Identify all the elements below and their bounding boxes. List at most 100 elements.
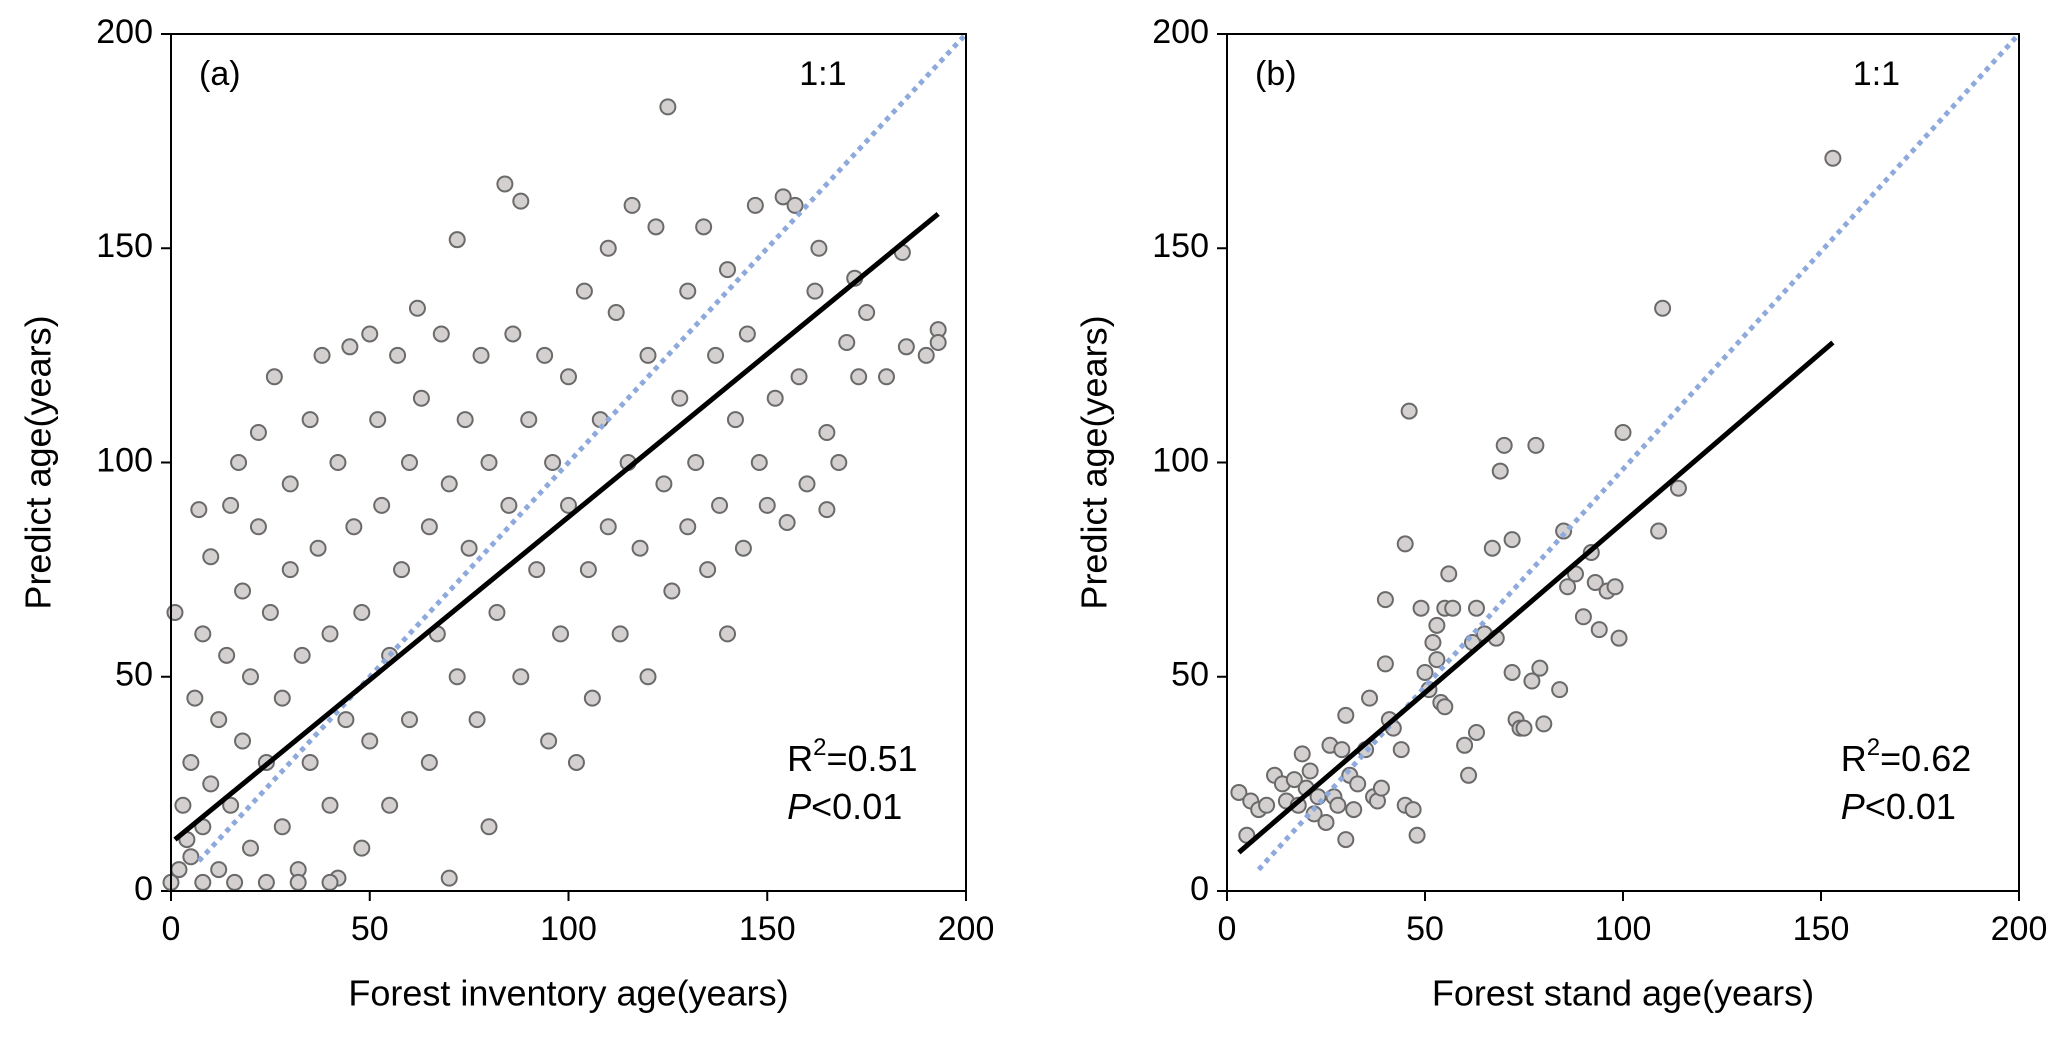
point — [663, 582, 681, 600]
point — [639, 346, 657, 364]
point — [1258, 796, 1276, 814]
p-value: <0.01 — [811, 786, 902, 827]
point — [420, 518, 438, 536]
point — [345, 518, 363, 536]
point — [719, 261, 736, 279]
p-annotation: P<0.01 — [1841, 786, 1956, 827]
point — [1824, 149, 1842, 167]
point — [420, 753, 438, 771]
point — [1392, 741, 1410, 759]
point — [512, 192, 530, 210]
point — [607, 304, 625, 322]
point — [1503, 531, 1521, 549]
point — [567, 753, 585, 771]
point — [1460, 766, 1478, 784]
point — [202, 775, 220, 793]
point — [719, 625, 736, 643]
point — [242, 839, 259, 857]
point — [1412, 599, 1430, 617]
point — [647, 218, 665, 236]
point — [257, 873, 275, 891]
point — [1483, 539, 1501, 557]
point — [1551, 681, 1569, 699]
point — [639, 668, 657, 686]
point — [806, 282, 824, 300]
point — [313, 346, 331, 364]
point — [1337, 706, 1355, 724]
point — [897, 338, 915, 356]
point — [774, 188, 792, 206]
point — [1491, 462, 1509, 480]
point — [194, 625, 212, 643]
point — [222, 796, 240, 814]
point — [393, 561, 411, 579]
point — [301, 411, 319, 429]
point — [1440, 565, 1458, 583]
point — [218, 646, 236, 664]
point — [174, 796, 192, 814]
point — [611, 625, 629, 643]
point — [401, 711, 418, 729]
point — [281, 561, 299, 579]
y-axis-label: Predict age(years) — [18, 315, 59, 609]
point — [623, 196, 641, 214]
point — [381, 796, 399, 814]
p-annotation: P<0.01 — [787, 786, 902, 827]
point — [361, 732, 379, 750]
point — [512, 668, 530, 686]
point — [234, 732, 252, 750]
point — [631, 539, 649, 557]
point — [1329, 796, 1347, 814]
point — [1416, 663, 1434, 681]
point — [1650, 522, 1668, 540]
point — [1590, 621, 1608, 639]
point — [1467, 723, 1485, 741]
point — [202, 548, 220, 566]
point — [281, 475, 299, 493]
point — [182, 848, 200, 866]
point — [746, 196, 764, 214]
point — [830, 454, 848, 471]
point — [552, 625, 570, 643]
point — [182, 753, 200, 771]
point — [389, 346, 407, 364]
point — [1531, 659, 1549, 677]
r2-value: =0.62 — [1880, 738, 1971, 779]
point — [456, 411, 474, 429]
point — [1400, 402, 1418, 420]
r2-sup: 2 — [1867, 734, 1880, 761]
point — [261, 603, 279, 621]
point — [695, 218, 713, 236]
point — [699, 561, 717, 579]
point — [818, 501, 836, 519]
point — [373, 496, 391, 514]
point — [440, 869, 458, 887]
x-tick-label: 150 — [739, 910, 796, 948]
point — [536, 346, 554, 364]
panel-label: (b) — [1255, 55, 1297, 93]
point — [878, 368, 895, 386]
y-tick-label: 0 — [134, 870, 153, 908]
point — [1396, 535, 1414, 553]
point — [687, 454, 705, 471]
point — [1345, 801, 1363, 819]
point — [249, 424, 267, 442]
point — [1404, 801, 1422, 819]
point — [321, 796, 339, 814]
r2-sup: 2 — [813, 734, 826, 761]
point — [1654, 299, 1672, 317]
point — [460, 539, 478, 557]
point — [738, 325, 756, 343]
x-tick-label: 0 — [162, 910, 181, 948]
point — [679, 282, 697, 300]
r2-value: =0.51 — [826, 738, 917, 779]
point — [504, 325, 522, 343]
point — [401, 454, 418, 471]
point — [544, 454, 562, 471]
point — [408, 299, 426, 317]
point — [583, 689, 601, 707]
point — [1559, 578, 1577, 596]
point — [560, 368, 577, 386]
point — [838, 334, 856, 352]
